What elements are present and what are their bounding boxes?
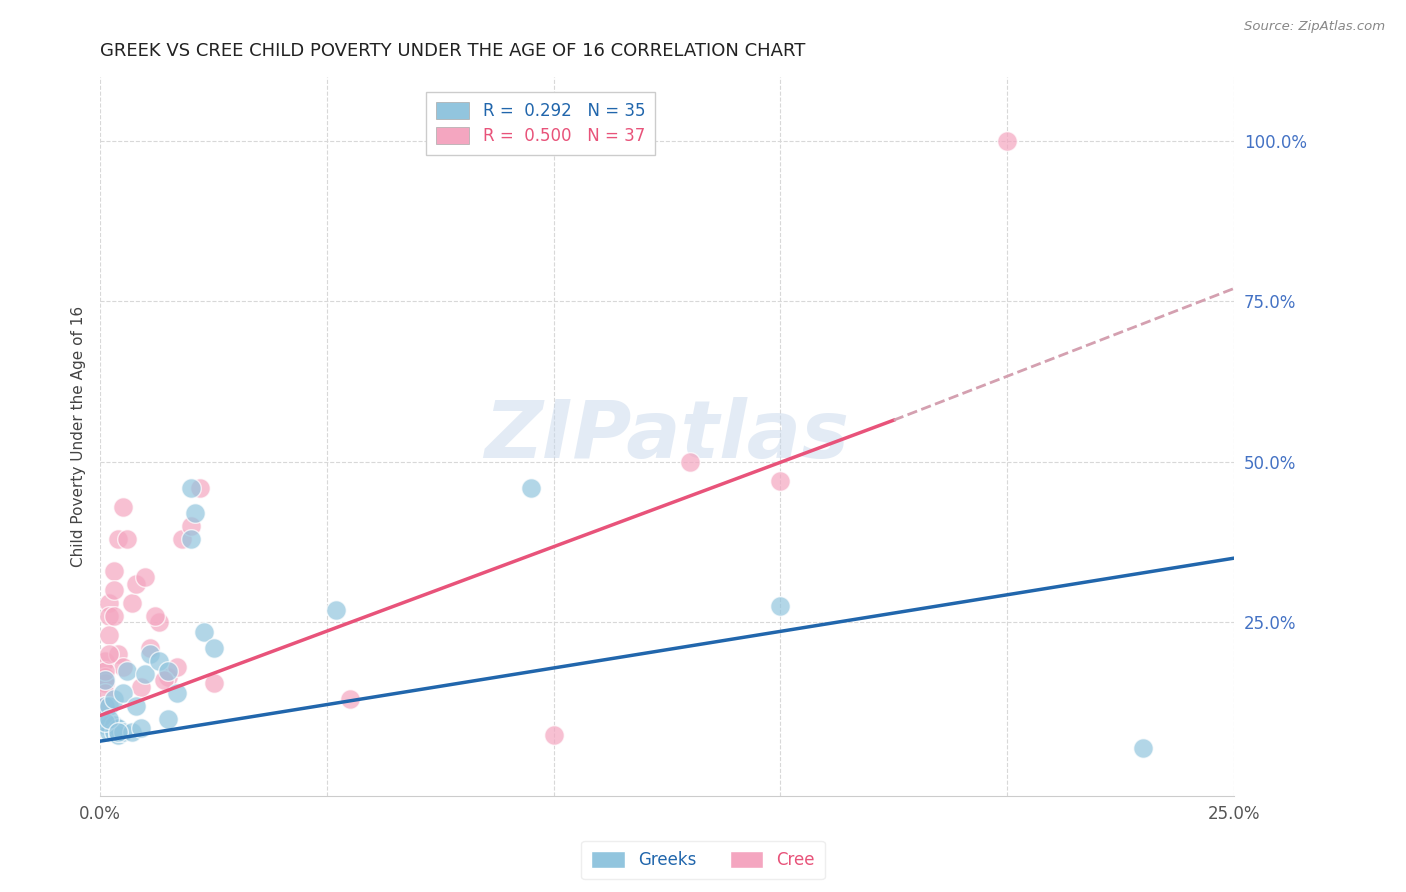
Point — [107, 724, 129, 739]
Point — [129, 722, 152, 736]
Point — [93, 676, 115, 690]
Point — [543, 728, 565, 742]
Text: Source: ZipAtlas.com: Source: ZipAtlas.com — [1244, 20, 1385, 33]
Point — [148, 615, 170, 630]
Point — [679, 455, 702, 469]
Point — [93, 686, 115, 700]
Point — [125, 577, 148, 591]
Point — [157, 664, 180, 678]
Point — [93, 698, 115, 713]
Point — [103, 564, 125, 578]
Point — [202, 676, 225, 690]
Point — [121, 596, 143, 610]
Point — [107, 648, 129, 662]
Point — [107, 532, 129, 546]
Legend: R =  0.292   N = 35, R =  0.500   N = 37: R = 0.292 N = 35, R = 0.500 N = 37 — [426, 92, 655, 155]
Point — [93, 670, 115, 684]
Point — [193, 625, 215, 640]
Point — [139, 641, 162, 656]
Point — [180, 532, 202, 546]
Point — [98, 596, 121, 610]
Point — [107, 728, 129, 742]
Point — [184, 506, 207, 520]
Point — [1132, 740, 1154, 755]
Point — [98, 648, 121, 662]
Point — [111, 686, 134, 700]
Point — [166, 686, 188, 700]
Point — [103, 609, 125, 624]
Point — [98, 712, 121, 726]
Point — [111, 500, 134, 514]
Point — [93, 673, 115, 688]
Point — [93, 664, 115, 678]
Point — [152, 673, 174, 688]
Point — [117, 532, 139, 546]
Point — [180, 481, 202, 495]
Point — [93, 718, 115, 732]
Point — [98, 628, 121, 642]
Point — [111, 660, 134, 674]
Point — [98, 698, 121, 713]
Point — [93, 654, 115, 668]
Point — [769, 474, 792, 488]
Point — [103, 718, 125, 732]
Text: ZIPatlas: ZIPatlas — [485, 397, 849, 475]
Point — [995, 134, 1018, 148]
Point — [520, 481, 543, 495]
Point — [129, 680, 152, 694]
Point — [98, 718, 121, 732]
Point — [339, 692, 361, 706]
Point — [98, 724, 121, 739]
Point — [134, 570, 156, 584]
Point — [166, 660, 188, 674]
Point — [134, 666, 156, 681]
Text: GREEK VS CREE CHILD POVERTY UNDER THE AGE OF 16 CORRELATION CHART: GREEK VS CREE CHILD POVERTY UNDER THE AG… — [100, 42, 806, 60]
Point — [143, 609, 166, 624]
Point — [148, 654, 170, 668]
Point — [157, 670, 180, 684]
Point — [325, 602, 347, 616]
Point — [121, 724, 143, 739]
Point — [103, 724, 125, 739]
Y-axis label: Child Poverty Under the Age of 16: Child Poverty Under the Age of 16 — [72, 306, 86, 566]
Point — [157, 712, 180, 726]
Point — [107, 722, 129, 736]
Point — [117, 664, 139, 678]
Legend: Greeks, Cree: Greeks, Cree — [581, 841, 825, 880]
Point — [103, 692, 125, 706]
Point — [93, 698, 115, 713]
Point — [98, 609, 121, 624]
Point — [111, 724, 134, 739]
Point — [188, 481, 211, 495]
Point — [170, 532, 193, 546]
Point — [139, 648, 162, 662]
Point — [103, 583, 125, 598]
Point — [93, 714, 115, 729]
Point — [202, 641, 225, 656]
Point — [180, 519, 202, 533]
Point — [769, 599, 792, 614]
Point — [125, 698, 148, 713]
